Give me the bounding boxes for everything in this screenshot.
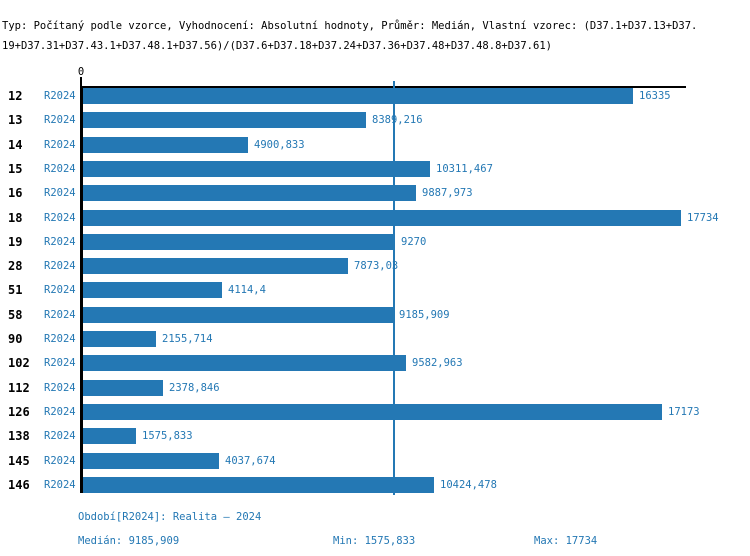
bar-value-label: 10311,467 [436,162,493,175]
value-bar [83,160,430,177]
row-category-label: 18 [8,210,23,225]
bar-value-label: 8389,216 [372,114,423,127]
value-bar [83,428,136,445]
row-category-label: 16 [8,186,23,201]
chart-row: 145 R2024 4037,674 [0,452,750,469]
row-category-label: 13 [8,113,23,128]
footer-max-label: Max: 17734 [534,535,598,547]
bar-value-label: 2155,714 [162,333,213,345]
row-category-label: 112 [8,380,30,395]
row-series-label: R2024 [44,284,76,297]
row-category-label: 19 [8,234,23,249]
row-category-label: 90 [8,332,23,346]
chart-row: 126 R2024 17173 [0,403,750,420]
value-bar [83,88,633,104]
value-bar [83,112,366,129]
row-series-label: R2024 [44,478,76,491]
value-bar [83,476,434,493]
row-series-label: R2024 [44,114,76,127]
row-category-label: 146 [8,477,30,492]
chart-row: 138 R2024 1575,833 [0,428,750,445]
bar-value-label: 10424,478 [440,478,497,491]
median-reference-line [393,81,395,495]
chart-row: 28 R2024 7873,03 [0,258,750,275]
row-series-label: R2024 [44,90,76,102]
row-series-label: R2024 [44,211,76,224]
bar-value-label: 9887,973 [422,187,473,200]
chart-row: 18 R2024 17734 [0,209,750,226]
bar-value-label: 17734 [687,211,719,224]
value-bar [83,403,662,420]
footer-period-label: Období[R2024]: Realita – 2024 [78,511,262,523]
row-category-label: 14 [8,137,23,152]
row-series-label: R2024 [44,187,76,200]
value-bar [83,136,248,153]
row-series-label: R2024 [44,430,76,443]
chart-row: 13 R2024 8389,216 [0,112,750,129]
row-series-label: R2024 [44,381,76,394]
row-category-label: 138 [8,429,30,444]
row-series-label: R2024 [44,260,76,273]
chart-row: 58 R2024 9185,909 [0,306,750,323]
x-axis-zero-label: 0 [77,66,85,78]
row-series-label: R2024 [44,235,76,248]
chart-row: 14 R2024 4900,833 [0,136,750,153]
value-bar [83,379,163,396]
bar-value-label: 17173 [668,405,700,418]
row-series-label: R2024 [44,454,76,467]
row-series-label: R2024 [44,357,76,370]
chart-row: 90 R2024 2155,714 [0,331,750,347]
value-bar [83,258,348,275]
bar-value-label: 9185,909 [399,308,450,321]
report-title-line-1: Typ: Počítaný podle vzorce, Vyhodnocení:… [2,20,698,32]
value-bar [83,209,681,226]
row-category-label: 15 [8,161,23,176]
y-axis-line [80,86,83,493]
row-series-label: R2024 [44,405,76,418]
footer-median-label: Medián: 9185,909 [78,535,180,547]
row-series-label: R2024 [44,162,76,175]
bar-value-label: 16335 [639,90,671,102]
chart-row: 15 R2024 10311,467 [0,160,750,177]
row-category-label: 126 [8,404,30,419]
value-bar [83,452,219,469]
row-category-label: 145 [8,453,30,468]
chart-row: 19 R2024 9270 [0,233,750,250]
value-bar [83,185,416,202]
report-title-line-2: 19+D37.31+D37.43.1+D37.48.1+D37.56)/(D37… [2,40,552,52]
chart-row: 12 R2024 16335 [0,88,750,104]
value-bar [83,282,222,299]
row-category-label: 102 [8,356,30,371]
bar-value-label: 9582,963 [412,357,463,370]
footer-min-label: Min: 1575,833 [333,535,416,547]
chart-row: 102 R2024 9582,963 [0,355,750,372]
x-axis-line [80,86,686,88]
bar-value-label: 4900,833 [254,138,305,151]
row-series-label: R2024 [44,138,76,151]
chart-row: 51 R2024 4114,4 [0,282,750,299]
bar-value-label: 1575,833 [142,430,193,443]
x-axis-zero-tick [80,77,82,86]
value-bar [83,306,393,323]
chart-row: 16 R2024 9887,973 [0,185,750,202]
row-category-label: 28 [8,259,23,274]
value-bar [83,355,406,372]
value-bar [83,331,156,347]
bar-value-label: 4114,4 [228,284,266,297]
bar-value-label: 2378,846 [169,381,220,394]
row-category-label: 58 [8,307,23,322]
chart-row: 112 R2024 2378,846 [0,379,750,396]
row-category-label: 51 [8,283,23,298]
bar-value-label: 7873,03 [354,260,399,273]
chart-row: 146 R2024 10424,478 [0,476,750,493]
bar-value-label: 4037,674 [225,454,276,467]
row-category-label: 12 [8,89,23,103]
bar-value-label: 9270 [401,235,427,248]
value-bar [83,233,395,250]
row-series-label: R2024 [44,308,76,321]
row-series-label: R2024 [44,333,76,345]
